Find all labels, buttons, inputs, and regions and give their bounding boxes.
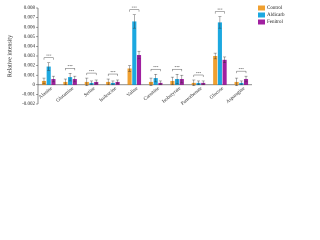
error-bar (197, 80, 200, 85)
x-tick-label: Asparagine (226, 86, 247, 105)
significance-bracket (129, 9, 140, 12)
significance-label: *** (217, 7, 223, 11)
significance-bracket (236, 70, 247, 74)
legend-swatch (258, 12, 265, 18)
significance-bracket (43, 57, 54, 60)
significance-bracket (86, 72, 97, 76)
error-bar (132, 14, 136, 29)
error-bar (154, 74, 158, 83)
y-tick-label: 0.006 (24, 25, 36, 30)
error-bar (106, 78, 110, 85)
error-bar (73, 75, 77, 83)
significance-bracket (65, 68, 76, 71)
error-bar (116, 79, 120, 85)
y-axis-label: Relative intensity (7, 35, 13, 77)
error-bar (244, 75, 248, 83)
error-bar (128, 65, 132, 72)
y-tick-label: 0.004 (24, 45, 36, 50)
page: Relative intensity -0.002 -0.001 0 0.001 0.0… (7, 5, 285, 108)
x-tick-label: Carnitine (143, 86, 161, 102)
significance-label: *** (239, 67, 245, 71)
error-bar (158, 80, 162, 85)
error-bar (149, 77, 153, 86)
significance-bracket (193, 74, 204, 77)
x-tick-label: Alanine (38, 86, 54, 101)
error-bar (51, 75, 55, 83)
legend-swatch (258, 19, 265, 25)
bar (46, 66, 51, 85)
y-tick-label: 0.007 (24, 16, 36, 21)
significance-label: *** (46, 54, 52, 58)
bar (222, 59, 227, 85)
error-bar (94, 79, 98, 85)
significance-label: *** (174, 65, 180, 69)
significance-bracket (214, 11, 225, 14)
bar (217, 22, 222, 85)
x-tick-label: Glucose (209, 86, 225, 101)
error-bar (90, 80, 93, 85)
significance-bracket (172, 69, 183, 72)
y-tick-label: 0.001 (24, 73, 36, 78)
x-tick-label: Glutamine (56, 86, 76, 104)
error-bar (235, 77, 239, 86)
legend-swatch (258, 5, 265, 11)
error-bar (137, 51, 141, 60)
y-tick-label: 0.005 (24, 35, 36, 40)
error-bar (213, 52, 217, 60)
error-bar (42, 77, 46, 85)
error-bar (111, 80, 115, 85)
error-bar (192, 79, 196, 86)
y-tick-label: -0.002 (22, 102, 35, 107)
significance-label: *** (153, 65, 159, 69)
x-tick-label: Isobutyrate (162, 86, 183, 105)
error-bar (223, 56, 227, 63)
x-tick-label: Pantothenate (181, 86, 205, 107)
error-bar (175, 74, 179, 85)
error-bar (85, 77, 89, 86)
significance-label: *** (196, 71, 202, 75)
y-tick-label: 0.008 (24, 6, 36, 11)
legend-label: Aldicarb (267, 13, 285, 18)
significance-bracket (107, 73, 118, 77)
x-tick-label: Valine (126, 86, 140, 99)
bar (213, 56, 218, 85)
error-bar (47, 62, 51, 71)
significance-label: *** (89, 69, 95, 73)
error-bar (63, 78, 67, 85)
y-tick-label: -0.001 (22, 93, 35, 98)
significance-label: *** (110, 70, 116, 74)
y-tick-label: 0.003 (24, 54, 36, 59)
error-bar (68, 73, 72, 82)
error-bar (201, 80, 205, 85)
chart: Relative intensity -0.002 -0.001 0 0.001 0.0… (7, 5, 285, 107)
y-tick-label: 0.002 (24, 64, 36, 69)
error-bar (239, 80, 243, 85)
x-tick-label: Isoleucine (99, 86, 119, 104)
legend-label: Control (267, 6, 283, 11)
bar (127, 68, 132, 85)
legend-label: Fenitrol (267, 20, 283, 25)
significance-bracket (150, 69, 161, 72)
significance-label: *** (67, 64, 73, 68)
bar (132, 21, 137, 85)
error-bar (218, 16, 222, 29)
error-bar (170, 76, 174, 85)
y-tick-label: 0 (33, 83, 36, 88)
error-bar (180, 75, 184, 84)
significance-label: *** (132, 6, 138, 10)
x-tick-label: Serine (84, 86, 98, 99)
bar (136, 55, 142, 85)
